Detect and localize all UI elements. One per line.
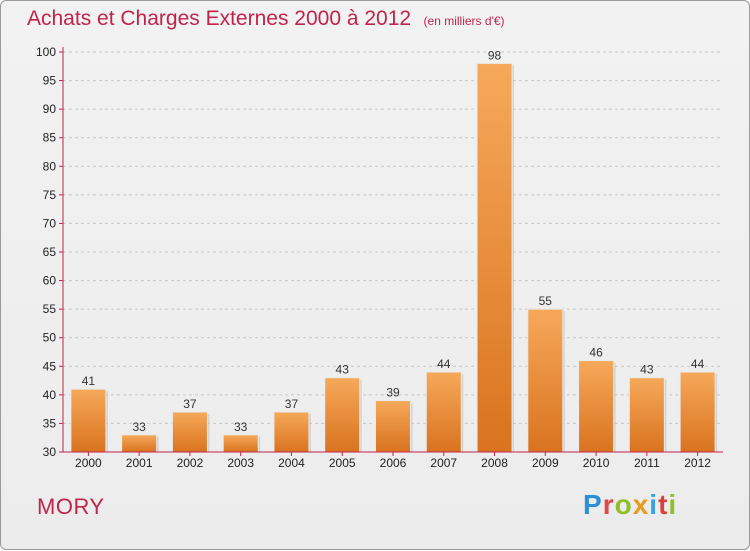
y-tick-label: 40 — [43, 388, 57, 402]
y-tick-label: 95 — [43, 74, 57, 88]
x-tick-label: 2007 — [430, 456, 457, 470]
logo-letter: x — [632, 489, 650, 520]
bar-value-label: 43 — [640, 363, 654, 377]
bar-value-label: 98 — [488, 48, 502, 62]
bar-value-label: 46 — [589, 346, 603, 360]
x-tick-label: 2012 — [684, 456, 711, 470]
y-tick-label: 30 — [43, 445, 57, 459]
bar-value-label: 41 — [82, 374, 96, 388]
bar — [628, 377, 665, 453]
bar — [578, 360, 615, 453]
y-tick-label: 85 — [43, 131, 57, 145]
bar-value-label: 43 — [336, 363, 350, 377]
bar-value-label: 33 — [234, 420, 248, 434]
y-tick-label: 55 — [43, 302, 57, 316]
bar — [527, 308, 564, 453]
x-tick-label: 2011 — [634, 456, 660, 470]
bar — [425, 371, 462, 453]
bar — [375, 400, 411, 453]
bar-value-label: 33 — [132, 420, 146, 434]
y-tick-label: 90 — [43, 102, 57, 116]
x-tick-label: 2000 — [75, 456, 102, 470]
bar — [324, 377, 361, 453]
x-tick-label: 2003 — [227, 456, 254, 470]
x-tick-label: 2006 — [380, 456, 407, 470]
x-tick-label: 2001 — [126, 456, 153, 470]
bar-value-label: 37 — [183, 397, 197, 411]
y-tick-label: 75 — [43, 188, 57, 202]
y-tick-label: 45 — [43, 359, 57, 373]
bar-value-label: 37 — [285, 397, 299, 411]
y-tick-label: 60 — [43, 274, 57, 288]
bar — [70, 388, 107, 453]
x-tick-label: 2009 — [532, 456, 559, 470]
logo-letter: P — [583, 489, 603, 520]
bar-value-label: 55 — [539, 294, 553, 308]
title-row: Achats et Charges Externes 2000 à 2012 (… — [27, 7, 505, 31]
y-tick-label: 70 — [43, 216, 57, 230]
proxiti-logo[interactable]: Proxiti — [583, 489, 677, 521]
chart-title: Achats et Charges Externes 2000 à 2012 — [27, 7, 412, 30]
x-tick-label: 2002 — [177, 456, 204, 470]
bar — [171, 411, 208, 453]
commune-name: MORY — [37, 494, 105, 519]
bar — [476, 62, 513, 453]
logo-letter: i — [668, 489, 678, 520]
bar-value-label: 39 — [386, 386, 400, 400]
y-tick-label: 65 — [43, 245, 57, 259]
bar — [222, 434, 259, 453]
x-tick-label: 2008 — [481, 456, 508, 470]
logo-letter: t — [658, 489, 669, 520]
bar — [121, 434, 158, 453]
bar-value-label: 44 — [691, 357, 705, 371]
logo-letter: i — [649, 489, 659, 520]
chart-subtitle: (en milliers d'€) — [423, 14, 505, 28]
logo-letter: o — [614, 489, 633, 520]
x-tick-label: 2004 — [278, 456, 305, 470]
x-tick-label: 2010 — [583, 456, 610, 470]
y-tick-label: 50 — [43, 331, 57, 345]
bar — [273, 411, 310, 453]
x-tick-label: 2005 — [329, 456, 356, 470]
y-tick-label: 35 — [43, 416, 57, 430]
y-tick-label: 100 — [36, 45, 56, 59]
y-tick-label: 80 — [43, 159, 57, 173]
logo-letter: r — [602, 489, 615, 520]
bar — [679, 371, 716, 453]
bar-value-label: 44 — [437, 357, 451, 371]
